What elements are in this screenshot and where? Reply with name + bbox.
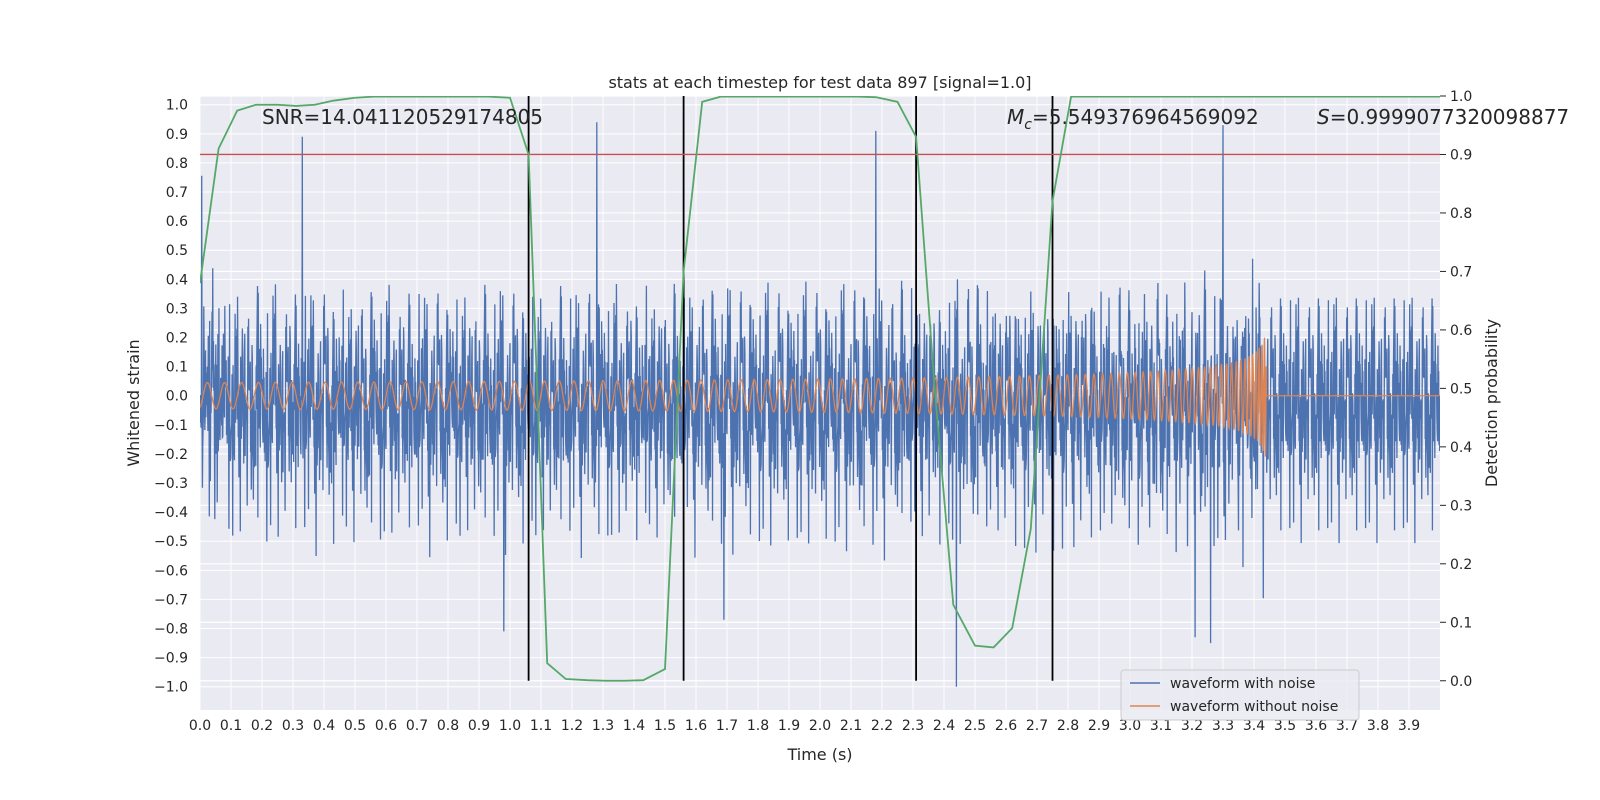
y-left-tick-label: 0.3 bbox=[166, 301, 188, 317]
x-tick-label: 3.6 bbox=[1305, 718, 1327, 734]
x-axis-ticks: 0.0 0.1 0.2 0.3 0.4 0.5 0.6 0.7 0.8 0.9 1.0 1.1 1.2 1… bbox=[189, 718, 1420, 734]
annotation-mc-subscript: c bbox=[1024, 117, 1032, 133]
y-axis-right-label: Detection probability bbox=[1482, 319, 1501, 487]
series-group bbox=[200, 96, 1440, 687]
x-tick-label: 1.9 bbox=[778, 718, 800, 734]
x-tick-label: 1.6 bbox=[685, 718, 707, 734]
x-tick-label: 1.0 bbox=[499, 718, 521, 734]
annotation-s-value: =0.9999077320098877 bbox=[1330, 105, 1569, 129]
x-tick-label: 2.3 bbox=[902, 718, 924, 734]
series-waveform-without-noise bbox=[200, 337, 1440, 457]
y-axis-right-ticks: 1.0 0.9 0.8 0.7 0.6 0.5 0.4 0.3 0.2 0.1 0.0 bbox=[1440, 89, 1472, 690]
x-tick-label: 0.5 bbox=[344, 718, 366, 734]
legend-label-waveform-without-noise: waveform without noise bbox=[1170, 699, 1338, 715]
y-left-tick-label: −0.4 bbox=[154, 505, 188, 521]
x-tick-label: 3.9 bbox=[1398, 718, 1420, 734]
y-left-tick-label: −0.5 bbox=[154, 534, 188, 550]
annotation-score: S=0.9999077320098877 bbox=[1317, 105, 1569, 129]
y-right-tick-label: 0.3 bbox=[1450, 498, 1472, 514]
y-left-tick-label: −1.0 bbox=[154, 680, 188, 696]
y-left-tick-label: −0.7 bbox=[154, 592, 188, 608]
legend: waveform with noise waveform without noi… bbox=[1120, 669, 1360, 721]
legend-box bbox=[1120, 669, 1360, 721]
x-tick-label: 0.9 bbox=[468, 718, 490, 734]
x-tick-label: 2.7 bbox=[1026, 718, 1048, 734]
chart-title: stats at each timestep for test data 897… bbox=[608, 73, 1031, 92]
x-tick-label: 2.1 bbox=[840, 718, 862, 734]
y-right-tick-label: 0.8 bbox=[1450, 206, 1472, 222]
annotation-mc-value: =5.549376964569092 bbox=[1032, 105, 1259, 129]
x-tick-label: 1.5 bbox=[654, 718, 676, 734]
annotation-s-symbol: S bbox=[1317, 105, 1330, 129]
x-tick-label: 0.6 bbox=[375, 718, 397, 734]
y-left-tick-label: 0.7 bbox=[166, 185, 188, 201]
x-tick-label: 2.0 bbox=[809, 718, 831, 734]
y-left-tick-label: 0.1 bbox=[166, 360, 188, 376]
y-left-tick-label: 0.0 bbox=[166, 389, 188, 405]
y-left-tick-label: −0.9 bbox=[154, 651, 188, 667]
y-left-tick-label: 0.2 bbox=[166, 331, 188, 347]
series-detection-probability bbox=[200, 96, 1440, 682]
legend-label-waveform-with-noise: waveform with noise bbox=[1170, 676, 1315, 692]
x-tick-label: 1.8 bbox=[747, 718, 769, 734]
x-tick-label: 1.4 bbox=[623, 718, 645, 734]
y-left-tick-label: 0.5 bbox=[166, 243, 188, 259]
y-right-tick-label: 0.2 bbox=[1450, 557, 1472, 573]
x-tick-label: 0.8 bbox=[437, 718, 459, 734]
x-tick-label: 2.9 bbox=[1088, 718, 1110, 734]
y-right-tick-label: 0.5 bbox=[1450, 381, 1472, 397]
y-left-tick-label: −0.2 bbox=[154, 447, 188, 463]
y-right-tick-label: 0.9 bbox=[1450, 147, 1472, 163]
x-tick-label: 2.2 bbox=[871, 718, 893, 734]
x-tick-label: 3.3 bbox=[1212, 718, 1234, 734]
y-right-tick-label: 0.0 bbox=[1450, 674, 1472, 690]
x-tick-label: 1.2 bbox=[561, 718, 583, 734]
y-right-tick-label: 1.0 bbox=[1450, 89, 1472, 105]
annotation-mc-symbol: M bbox=[1007, 105, 1024, 129]
x-tick-label: 0.2 bbox=[251, 718, 273, 734]
y-axis-left-label: Whitened strain bbox=[124, 339, 143, 466]
x-tick-label: 0.4 bbox=[313, 718, 335, 734]
y-left-tick-label: 0.4 bbox=[166, 272, 188, 288]
x-tick-label: 3.2 bbox=[1181, 718, 1203, 734]
y-left-tick-label: −0.6 bbox=[154, 563, 188, 579]
x-tick-label: 0.1 bbox=[220, 718, 242, 734]
x-tick-label: 2.5 bbox=[964, 718, 986, 734]
x-tick-label: 3.0 bbox=[1119, 718, 1141, 734]
y-left-tick-label: 0.8 bbox=[166, 156, 188, 172]
y-left-tick-label: 0.6 bbox=[166, 214, 188, 230]
y-right-tick-label: 0.4 bbox=[1450, 440, 1472, 456]
y-left-tick-label: −0.1 bbox=[154, 418, 188, 434]
y-right-tick-label: 0.7 bbox=[1450, 264, 1472, 280]
series-waveform-with-noise bbox=[200, 122, 1440, 687]
annotation-snr: SNR=14.041120529174805 bbox=[262, 105, 543, 129]
x-tick-label: 1.3 bbox=[592, 718, 614, 734]
x-tick-label: 2.6 bbox=[995, 718, 1017, 734]
y-right-tick-label: 0.1 bbox=[1450, 615, 1472, 631]
x-axis-label: Time (s) bbox=[786, 745, 852, 764]
annotation-chirp-mass: Mc=5.549376964569092 bbox=[1007, 105, 1259, 133]
x-tick-label: 2.4 bbox=[933, 718, 955, 734]
vertical-lines bbox=[527, 96, 1054, 681]
x-tick-label: 3.5 bbox=[1274, 718, 1296, 734]
y-left-tick-label: 1.0 bbox=[166, 98, 188, 114]
x-tick-label: 0.3 bbox=[282, 718, 304, 734]
x-tick-label: 3.8 bbox=[1367, 718, 1389, 734]
x-tick-label: 3.1 bbox=[1150, 718, 1172, 734]
x-tick-label: 0.7 bbox=[406, 718, 428, 734]
x-tick-label: 0.0 bbox=[189, 718, 211, 734]
y-left-tick-label: 0.9 bbox=[166, 127, 188, 143]
y-left-tick-label: −0.8 bbox=[154, 622, 188, 638]
x-tick-label: 3.7 bbox=[1336, 718, 1358, 734]
y-right-tick-label: 0.6 bbox=[1450, 323, 1472, 339]
x-tick-label: 3.4 bbox=[1243, 718, 1265, 734]
x-tick-label: 1.7 bbox=[716, 718, 738, 734]
y-left-tick-label: −0.3 bbox=[154, 476, 188, 492]
x-tick-label: 2.8 bbox=[1057, 718, 1079, 734]
x-tick-label: 1.1 bbox=[530, 718, 552, 734]
y-axis-left-ticks: 1.0 0.9 0.8 0.7 0.6 0.5 0.4 0.3 0.2 0.1 0.0 −0.1 −0.… bbox=[154, 98, 188, 696]
